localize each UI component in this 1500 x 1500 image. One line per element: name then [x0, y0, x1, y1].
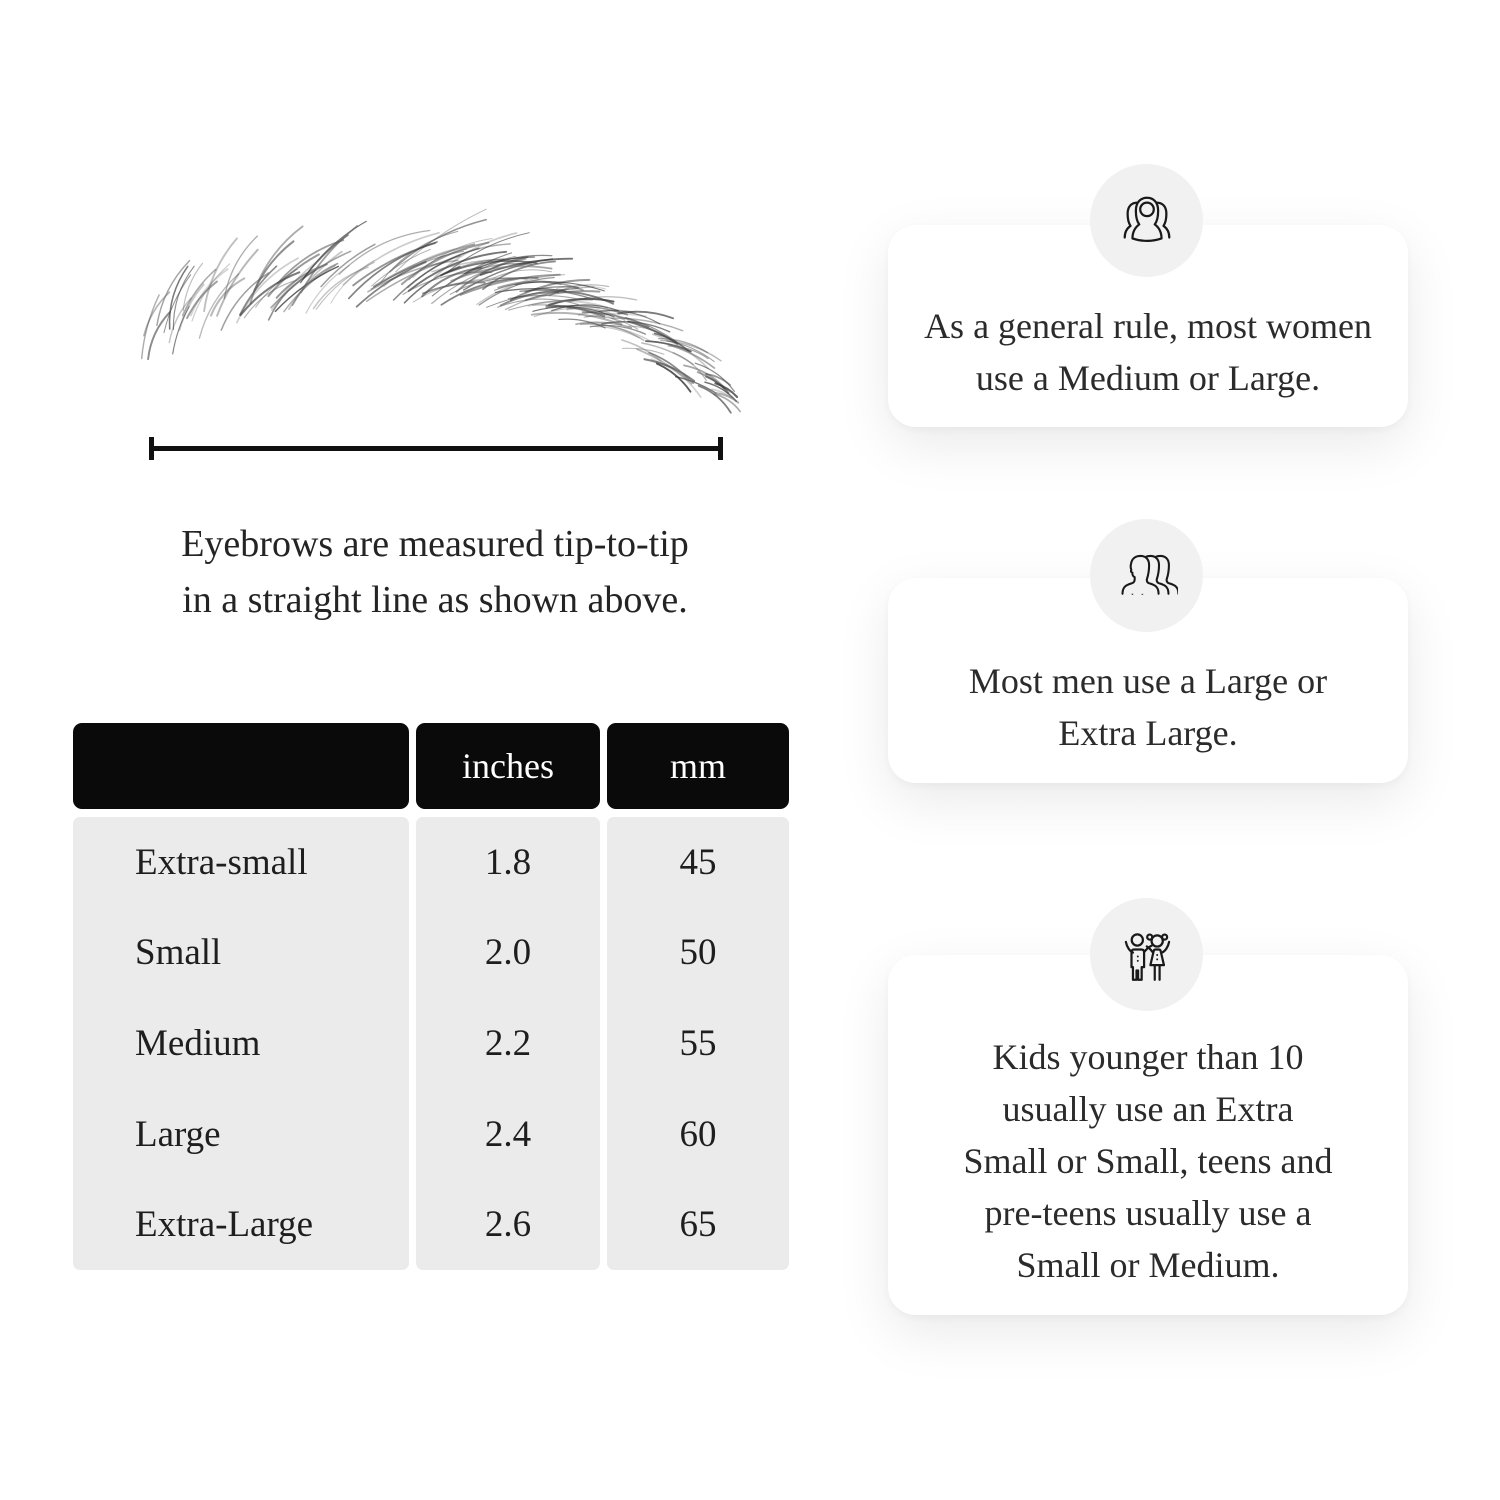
- size-label: Large: [135, 1113, 221, 1155]
- inches-value: 1.8: [484, 841, 532, 883]
- mm-value: 65: [679, 1204, 717, 1246]
- card-text: Most men use a Large or Extra Large.: [969, 655, 1327, 759]
- size-table: inches mm Extra-small Small Medium Large…: [73, 723, 790, 1270]
- women-group-icon: [1123, 196, 1170, 242]
- card-text-line: Small or Medium.: [1016, 1245, 1280, 1285]
- caption-line: Eyebrows are measured tip-to-tip: [181, 523, 689, 565]
- inches-value: 2.6: [484, 1204, 532, 1246]
- inches-value: 2.0: [484, 932, 532, 974]
- men-group-icon: [1120, 554, 1178, 595]
- card-text-line: Small or Small, teens and: [963, 1141, 1333, 1181]
- size-label: Medium: [135, 1022, 261, 1064]
- size-table-body: Extra-small Small Medium Large Extra-Lar…: [73, 817, 790, 1270]
- card-text-line: use a Medium or Large.: [975, 358, 1321, 398]
- info-card-men: Most men use a Large or Extra Large.: [888, 578, 1408, 783]
- eyebrow-hairs-drawing: [140, 208, 742, 414]
- size-column-mm: 45 50 55 60 65: [607, 817, 789, 1270]
- size-label: Extra-small: [135, 841, 308, 883]
- card-text-line: Kids younger than 10: [992, 1037, 1304, 1077]
- mm-value: 45: [679, 841, 717, 883]
- inches-value: 2.2: [484, 1022, 532, 1064]
- card-text-line: usually use an Extra: [1002, 1089, 1294, 1129]
- card-text: As a general rule, most women use a Medi…: [924, 300, 1372, 404]
- size-label: Small: [135, 932, 222, 974]
- kids-icon: [1124, 932, 1170, 981]
- size-table-header: inches mm: [73, 723, 790, 809]
- inches-value: 2.4: [484, 1113, 532, 1155]
- size-column-labels: Extra-small Small Medium Large Extra-Lar…: [73, 817, 409, 1270]
- info-card-kids: Kids younger than 10 usually use an Extr…: [888, 955, 1408, 1315]
- eyebrow-illustration: [112, 208, 742, 418]
- card-icon-circle: [1090, 164, 1203, 277]
- mm-value: 50: [679, 932, 717, 974]
- header-cell-inches: inches: [416, 723, 600, 809]
- size-label: Extra-Large: [135, 1204, 314, 1246]
- card-text-line: pre-teens usually use a: [984, 1193, 1312, 1233]
- size-column-inches: 1.8 2.0 2.2 2.4 2.6: [416, 817, 600, 1270]
- card-icon-circle: [1090, 898, 1203, 1011]
- header-cell-blank: [73, 723, 409, 809]
- mm-value: 55: [679, 1022, 717, 1064]
- card-text-line: Extra Large.: [1058, 712, 1238, 753]
- caption-line: in a straight line as shown above.: [182, 579, 688, 621]
- card-text-line: As a general rule, most women: [924, 306, 1372, 346]
- card-icon-circle: [1090, 519, 1203, 632]
- card-text: Kids younger than 10 usually use an Extr…: [964, 1031, 1333, 1291]
- mm-value: 60: [679, 1113, 717, 1155]
- card-text-line: Most men use a Large or: [968, 660, 1328, 701]
- header-cell-mm: mm: [607, 723, 789, 809]
- measurement-line: [149, 437, 723, 460]
- measurement-caption: Eyebrows are measured tip-to-tip in a st…: [100, 516, 770, 628]
